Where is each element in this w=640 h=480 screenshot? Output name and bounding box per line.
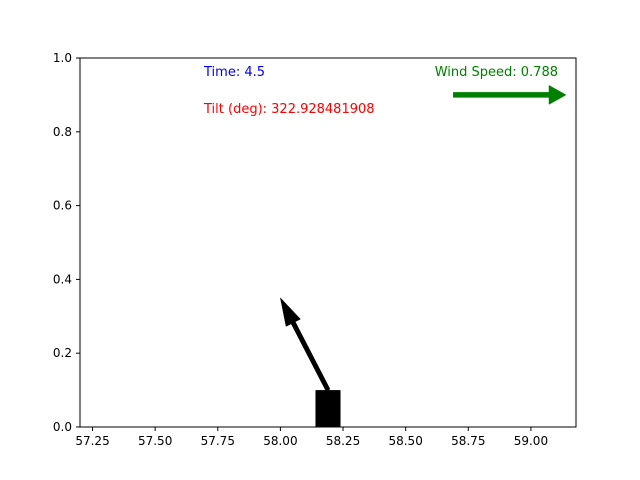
x-tick-label: 58.00 <box>263 434 297 448</box>
y-tick-label: 0.2 <box>53 346 72 360</box>
x-tick-label: 57.25 <box>75 434 109 448</box>
tilt-arrow <box>279 297 331 392</box>
y-axis: 0.0 0.2 0.4 0.6 0.8 1.0 <box>53 51 80 434</box>
x-tick-label: 58.75 <box>451 434 485 448</box>
x-axis: 57.25 57.50 57.75 58.00 58.25 58.50 58.75 59.00 <box>75 427 548 448</box>
tilt-label: Tilt (deg): 322.928481908 <box>203 102 375 117</box>
y-tick-label: 0.6 <box>53 199 72 213</box>
x-tick-label: 57.75 <box>201 434 235 448</box>
x-tick-label: 57.50 <box>138 434 172 448</box>
y-tick-label: 0.8 <box>53 125 72 139</box>
x-tick-label: 58.50 <box>388 434 422 448</box>
time-label: Time: 4.5 <box>203 65 265 80</box>
y-tick-label: 1.0 <box>53 51 72 65</box>
x-tick-label: 58.25 <box>326 434 360 448</box>
axes-frame <box>79 57 577 428</box>
plot-area <box>279 84 567 427</box>
wind-speed-label: Wind Speed: 0.788 <box>435 65 558 80</box>
y-tick-label: 0.4 <box>53 272 72 286</box>
x-tick-label: 59.00 <box>514 434 548 448</box>
body-block <box>315 390 341 427</box>
wind-arrow <box>453 84 567 105</box>
y-tick-label: 0.0 <box>53 420 72 434</box>
